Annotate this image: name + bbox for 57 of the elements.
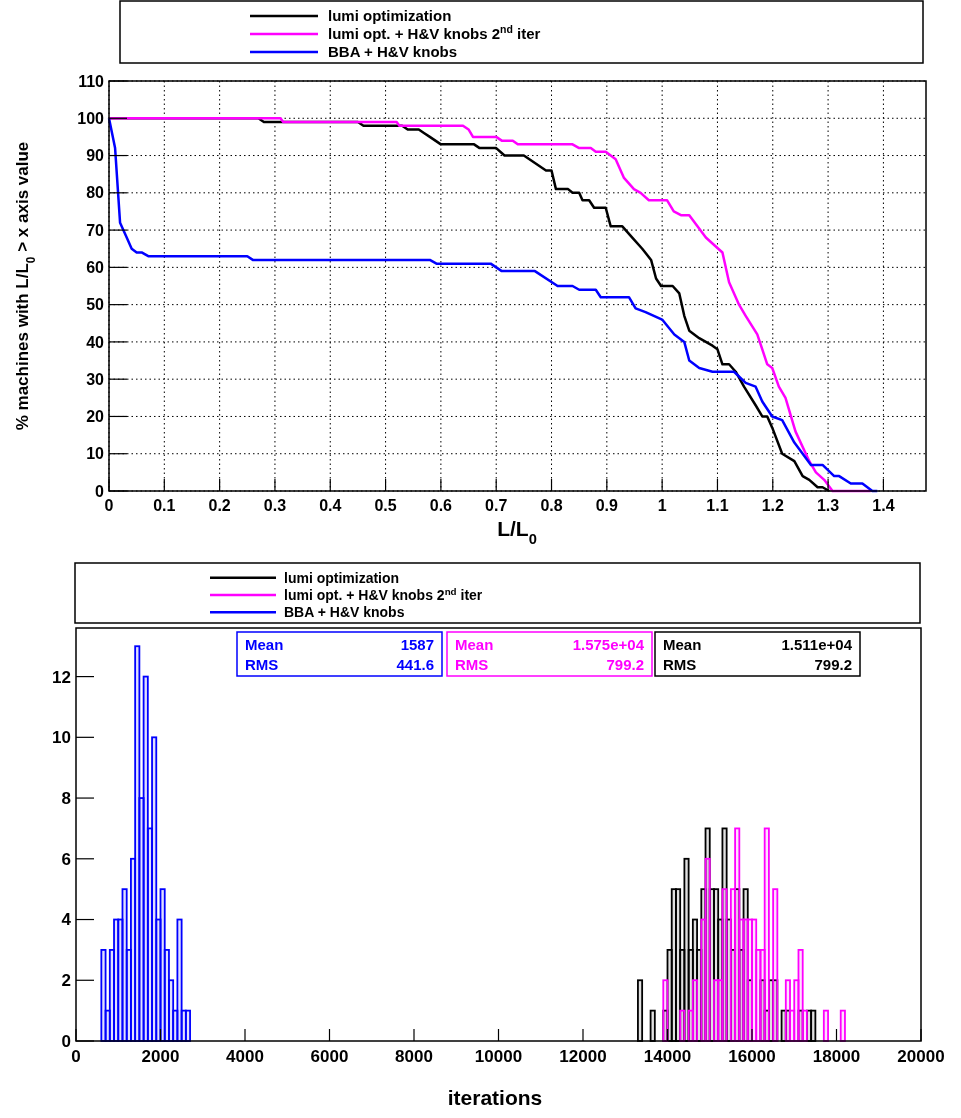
- y-tick-label: 4: [61, 910, 72, 930]
- x-tick-label: 1: [657, 497, 667, 514]
- x-tick-label: 20000: [897, 1047, 945, 1066]
- x-tick-label: 2000: [141, 1047, 180, 1066]
- x-axis-title: iterations: [447, 1086, 543, 1109]
- text: Mean 1.575e+04: [455, 636, 644, 653]
- x-tick-label: 1.2: [761, 497, 784, 514]
- x-tick-label: 0.7: [485, 497, 508, 514]
- y-tick-label: 30: [86, 370, 105, 388]
- y-tick-label: 80: [86, 184, 105, 202]
- y-tick-label: 0: [61, 1031, 71, 1051]
- legend-label: lumi opt. + H&V knobs 2$^{nd}$ iter: [328, 23, 541, 43]
- y-tick-label: 70: [86, 221, 105, 239]
- x-axis-title: L/L$_{0}$: [497, 517, 537, 547]
- y-tick-label: 10: [52, 728, 71, 748]
- legend-label: BBA + H&V knobs: [284, 604, 405, 621]
- text: Mean 1587: [245, 636, 434, 653]
- x-tick-label: 0.8: [540, 497, 563, 514]
- y-tick-label: 100: [77, 109, 105, 127]
- y-tick-label: 8: [61, 789, 71, 809]
- x-tick-label: 0.2: [208, 497, 231, 514]
- text: RMS 441.6: [245, 656, 434, 673]
- text: RMS 799.2: [455, 656, 644, 673]
- y-tick-label: 6: [61, 849, 71, 869]
- x-tick-label: 0.1: [153, 497, 176, 514]
- y-tick-label: 0: [95, 482, 105, 500]
- legend-label: lumi optimization: [328, 7, 452, 25]
- y-tick-label: 40: [86, 333, 105, 351]
- x-tick-label: 0.4: [319, 497, 342, 514]
- x-tick-label: 1.1: [706, 497, 729, 514]
- x-tick-label: 0.5: [374, 497, 397, 514]
- x-tick-label: 0.9: [595, 497, 619, 514]
- x-tick-label: 16000: [728, 1047, 776, 1066]
- y-tick-label: 12: [52, 667, 71, 687]
- legend-label: lumi optimization: [284, 569, 400, 586]
- x-tick-label: 10000: [474, 1047, 523, 1066]
- x-tick-label: 0.3: [263, 497, 287, 514]
- x-tick-label: 4000: [226, 1047, 264, 1066]
- legend-label: BBA + H&V knobs: [328, 43, 458, 61]
- x-tick-label: 1.4: [872, 497, 895, 514]
- y-tick-label: 110: [78, 72, 105, 90]
- x-tick-label: 6000: [310, 1047, 349, 1066]
- y-tick-label: 2: [61, 971, 71, 991]
- y-tick-label: 10: [86, 445, 105, 463]
- x-tick-label: 1.3: [816, 497, 840, 514]
- x-tick-label: 14000: [643, 1047, 692, 1066]
- x-tick-label: 12000: [559, 1047, 607, 1066]
- text: Mean 1.511e+04: [663, 636, 852, 653]
- text: RMS 799.2: [663, 656, 852, 673]
- y-tick-label: 20: [86, 408, 105, 426]
- y-tick-label: 50: [86, 296, 105, 314]
- legend-label: lumi opt. + H&V knobs 2$^{nd}$ iter: [284, 585, 483, 603]
- y-tick-label: 60: [86, 258, 105, 276]
- x-tick-label: 0.6: [429, 497, 453, 514]
- x-tick-label: 18000: [812, 1047, 861, 1066]
- y-tick-label: 90: [86, 147, 105, 165]
- x-tick-label: 8000: [395, 1047, 433, 1066]
